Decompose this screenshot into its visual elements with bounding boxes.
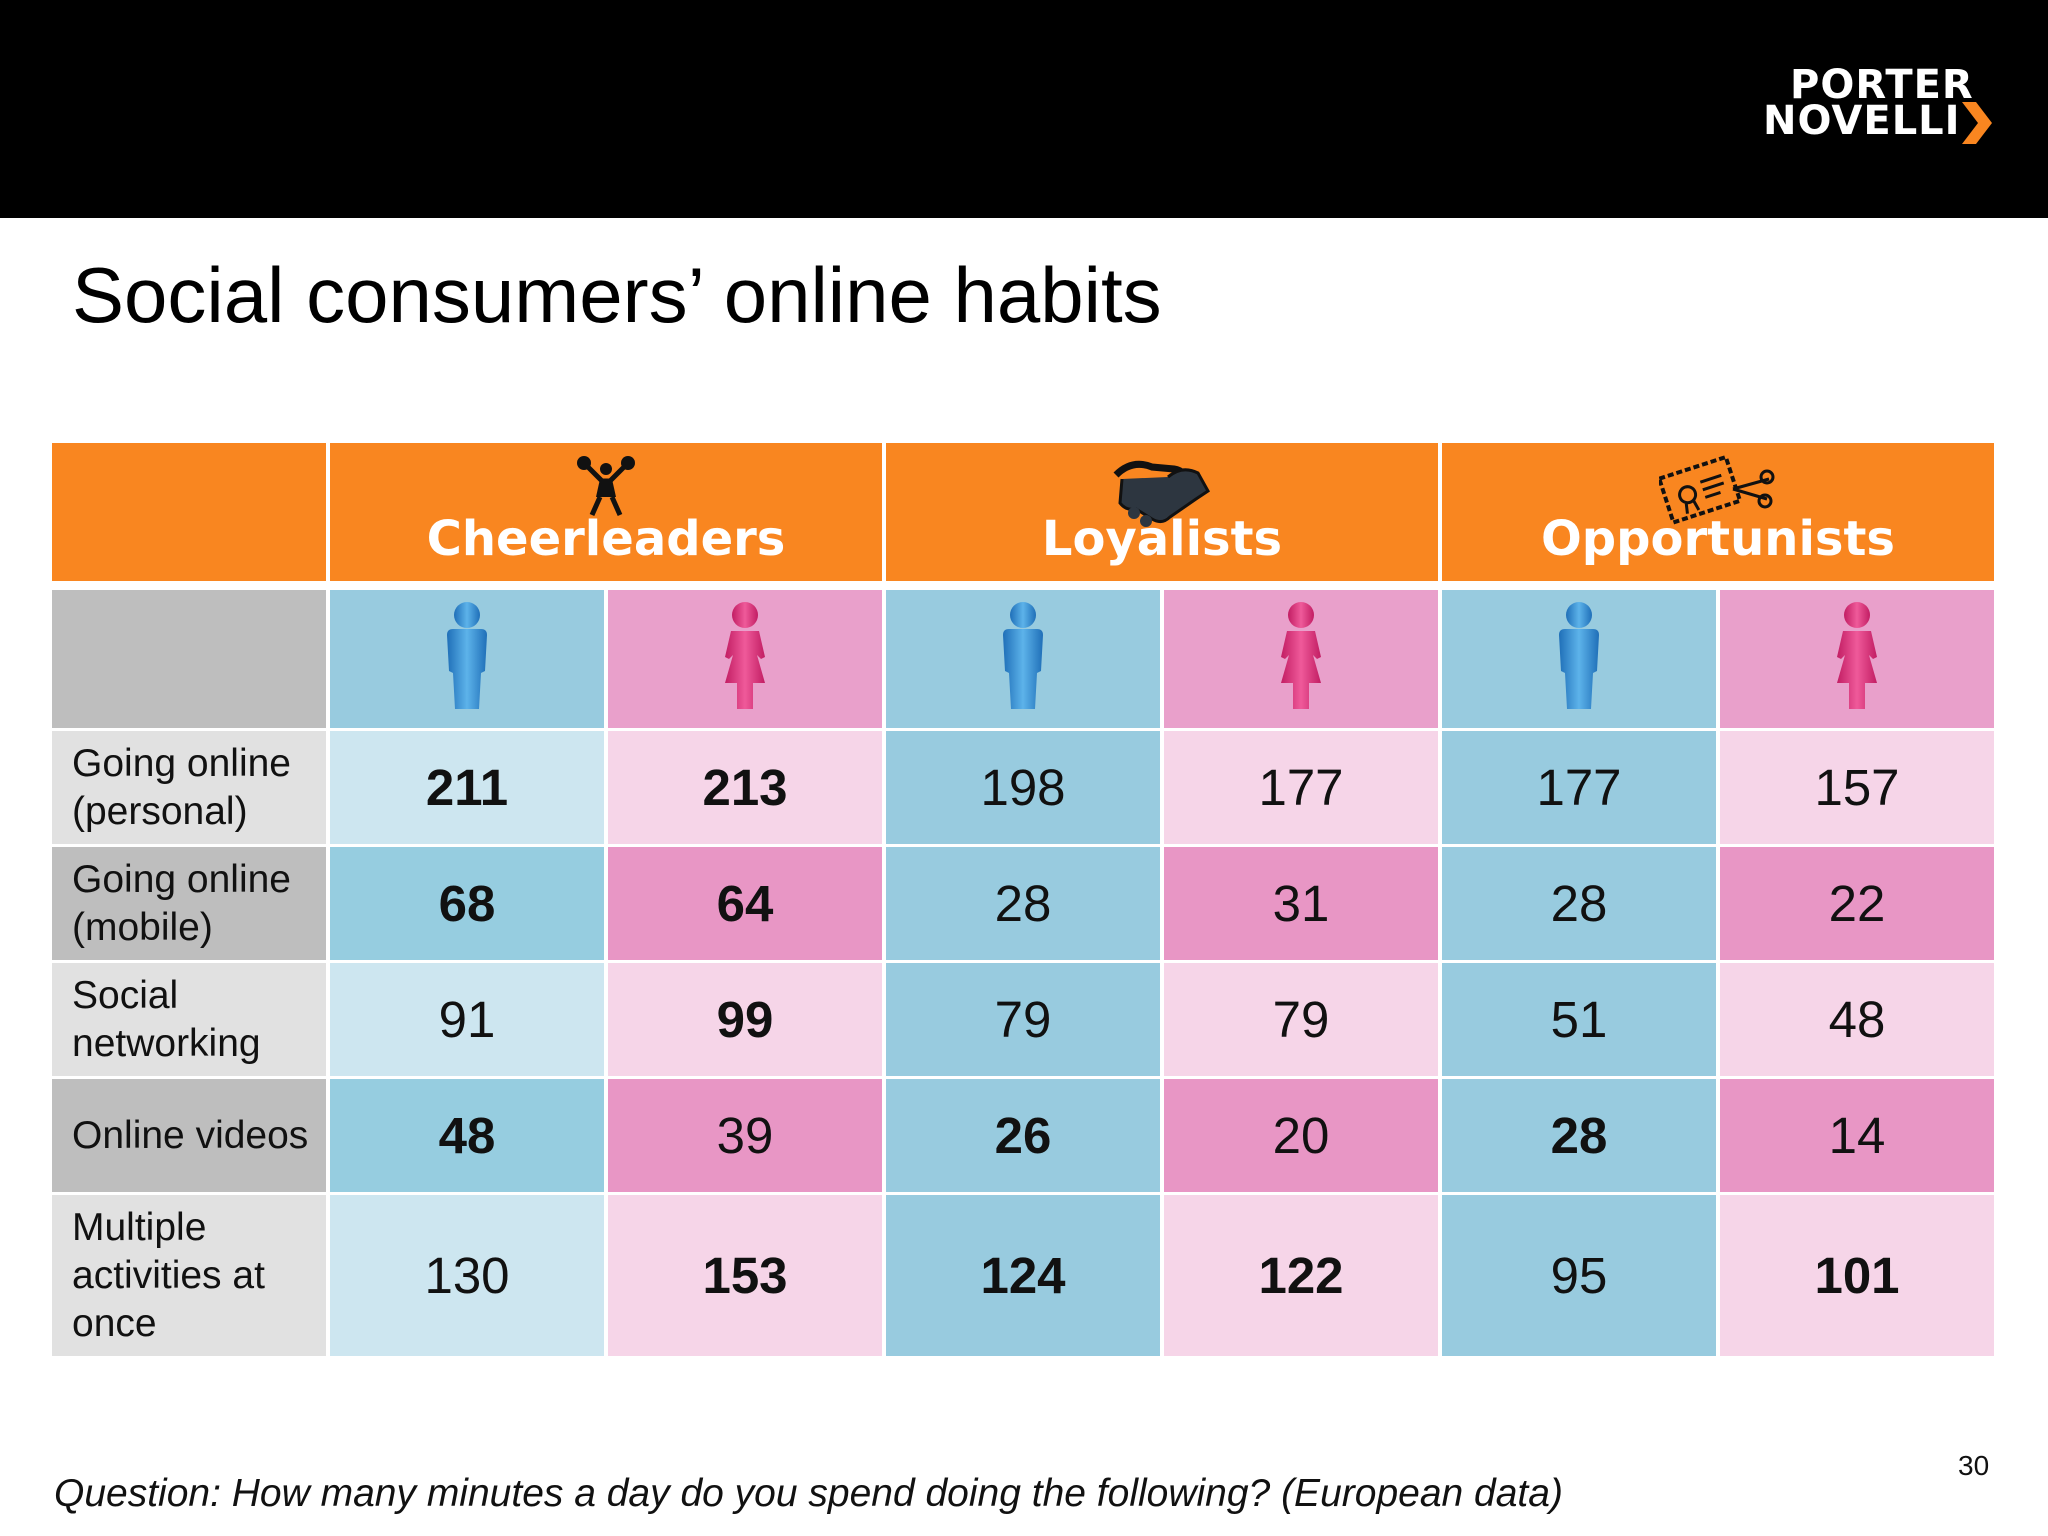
group-header-label: Opportunists xyxy=(1541,511,1895,567)
value-cell: 48 xyxy=(1720,963,1994,1076)
value-cell: 177 xyxy=(1164,731,1438,844)
row-label: Multiple activities at once xyxy=(52,1195,326,1356)
header-corner xyxy=(52,443,326,581)
row-label: Social networking xyxy=(52,963,326,1076)
value-cell: 20 xyxy=(1164,1079,1438,1192)
group-header-loyalists: Loyalists xyxy=(886,443,1438,581)
value-cell: 14 xyxy=(1720,1079,1994,1192)
group-header-opportunists: Opportunists xyxy=(1442,443,1994,581)
value-cell: 177 xyxy=(1442,731,1716,844)
row-label: Going online (mobile) xyxy=(52,847,326,960)
value-cell: 51 xyxy=(1442,963,1716,1076)
gender-cell xyxy=(1164,590,1438,728)
gender-cell xyxy=(1720,590,1994,728)
value-cell: 130 xyxy=(330,1195,604,1356)
value-cell: 211 xyxy=(330,731,604,844)
value-cell: 48 xyxy=(330,1079,604,1192)
value-cell: 28 xyxy=(1442,847,1716,960)
cheerleader-icon xyxy=(576,455,636,531)
value-cell: 95 xyxy=(1442,1195,1716,1356)
row-label: Going online (personal) xyxy=(52,731,326,844)
male-icon xyxy=(1551,601,1607,718)
row-label: Online videos xyxy=(52,1079,326,1192)
gender-cell xyxy=(1442,590,1716,728)
male-icon xyxy=(439,601,495,718)
handshake-icon xyxy=(1112,455,1212,545)
value-cell: 68 xyxy=(330,847,604,960)
page-title: Social consumers’ online habits xyxy=(72,251,1162,339)
value-cell: 91 xyxy=(330,963,604,1076)
female-icon xyxy=(1273,601,1329,718)
gender-cell xyxy=(330,590,604,728)
coupon-scissors-icon xyxy=(1656,454,1777,537)
logo-line-1: PORTER xyxy=(1790,62,1974,108)
value-cell: 26 xyxy=(886,1079,1160,1192)
question-footnote: Question: How many minutes a day do you … xyxy=(54,1472,1563,1515)
chevron-right-icon xyxy=(1962,102,1992,144)
value-cell: 64 xyxy=(608,847,882,960)
gender-corner xyxy=(52,590,326,728)
value-cell: 99 xyxy=(608,963,882,1076)
value-cell: 124 xyxy=(886,1195,1160,1356)
value-cell: 31 xyxy=(1164,847,1438,960)
value-cell: 213 xyxy=(608,731,882,844)
group-header-label: Cheerleaders xyxy=(426,511,786,567)
header-bar: PORTER NOVELLI xyxy=(0,0,2048,218)
value-cell: 39 xyxy=(608,1079,882,1192)
male-icon xyxy=(995,601,1051,718)
value-cell: 122 xyxy=(1164,1195,1438,1356)
value-cell: 153 xyxy=(608,1195,882,1356)
value-cell: 22 xyxy=(1720,847,1994,960)
logo-line-2: NOVELLI xyxy=(1763,98,1961,144)
value-cell: 198 xyxy=(886,731,1160,844)
value-cell: 101 xyxy=(1720,1195,1994,1356)
value-cell: 157 xyxy=(1720,731,1994,844)
female-icon xyxy=(717,601,773,718)
porter-novelli-logo: PORTER NOVELLI xyxy=(1755,62,2005,162)
value-cell: 28 xyxy=(886,847,1160,960)
gender-cell xyxy=(608,590,882,728)
value-cell: 28 xyxy=(1442,1079,1716,1192)
group-header-cheerleaders: Cheerleaders xyxy=(330,443,882,581)
gender-cell xyxy=(886,590,1160,728)
value-cell: 79 xyxy=(1164,963,1438,1076)
female-icon xyxy=(1829,601,1885,718)
page-number: 30 xyxy=(1958,1450,1990,1481)
value-cell: 79 xyxy=(886,963,1160,1076)
